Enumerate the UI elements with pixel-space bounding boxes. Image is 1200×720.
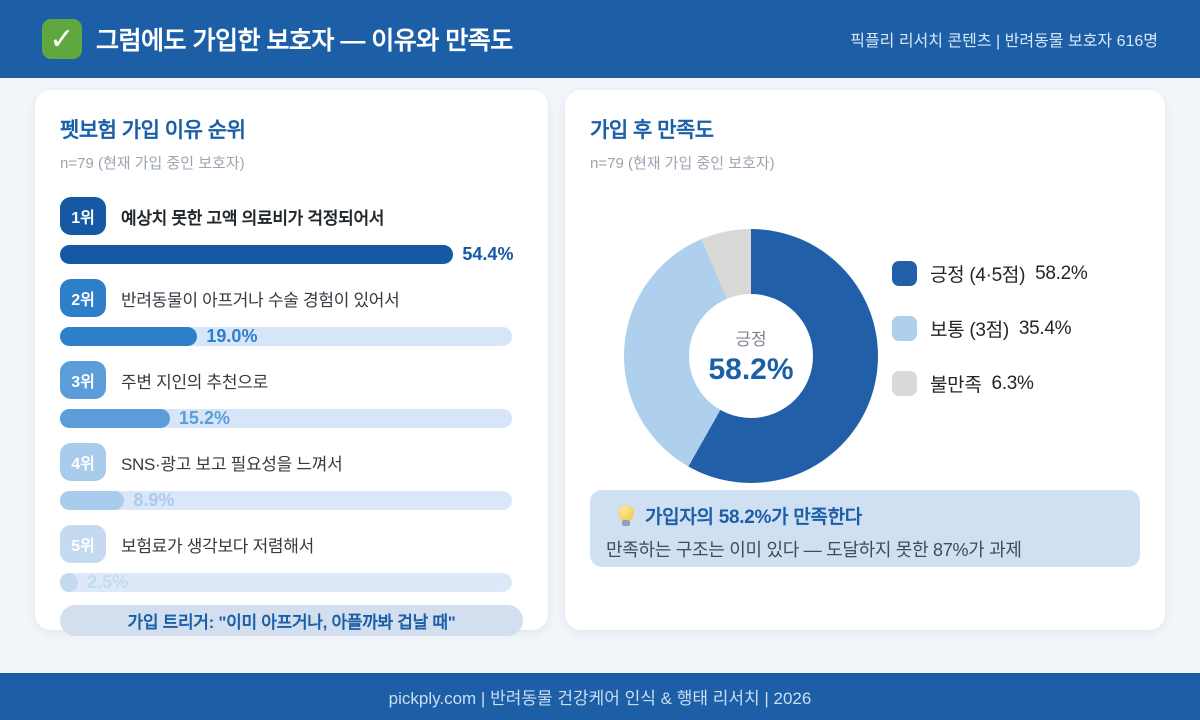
donut-center: 긍정 58.2% [689,294,813,418]
legend-swatch [892,316,917,341]
rank-badge: 1위 [60,197,106,235]
legend-value: 35.4% [1018,317,1072,339]
insight-callout: 가입자의 58.2%가 만족한다 만족하는 구조는 이미 있다 — 도달하지 못… [590,490,1140,567]
header-meta: 픽플리 리서치 콘텐츠 | 반려동물 보호자 616명 [850,33,1158,50]
satisfaction-donut-chart: 긍정 58.2% [624,229,878,483]
bar-fill [60,491,125,510]
content-area: 펫보험 가입 이유 순위 n=79 (현재 가입 중인 보호자) 1위 예상치 … [0,78,1200,636]
bar-fill [60,573,79,592]
bar-value: 2.5% [87,572,129,592]
check-icon: ✓ [42,19,82,59]
rank-item-3: 3위 주변 지인의 추천으로 15.2% [60,361,523,428]
legend-swatch [892,371,917,396]
legend-label: 보통 (3점) [930,320,1009,341]
rank-badge: 3위 [60,361,106,399]
rank-badge: 4위 [60,443,106,481]
bar-fill [60,409,170,428]
bar-value: 15.2% [178,408,230,428]
header-left: ✓ 그럼에도 가입한 보호자 — 이유와 만족도 [42,19,513,59]
legend-row-positive: 긍정 (4·5점) 58.2% [892,260,1088,287]
insurance-reason-card: 펫보험 가입 이유 순위 n=79 (현재 가입 중인 보호자) 1위 예상치 … [35,90,548,636]
rank-list: 1위 예상치 못한 고액 의료비가 걱정되어서 54.4% 2위 반려동물이 아… [60,197,523,592]
rank-badge: 5위 [60,525,106,563]
rank-label: 예상치 못한 고액 의료비가 걱정되어서 [121,208,385,228]
rank-label: 주변 지인의 추천으로 [121,372,268,392]
trigger-note: 가입 트리거: "이미 아프거나, 아플까봐 겁날 때" [60,605,523,636]
bar-fill [60,327,198,346]
legend-label: 불만족 [930,375,982,396]
rank-item-5: 5위 보험료가 생각보다 저렴해서 2.5% [60,525,523,592]
legend-label: 긍정 (4·5점) [930,265,1026,286]
rank-bar: 19.0% [60,326,523,346]
footer-text: pickply.com | 반려동물 건강케어 인식 & 행태 리서치 | 20… [388,689,812,708]
left-card-title: 펫보험 가입 이유 순위 [60,119,246,142]
rank-bar: 8.9% [60,490,523,510]
legend-row-negative: 불만족 6.3% [892,370,1088,397]
rank-item-1: 1위 예상치 못한 고액 의료비가 걱정되어서 54.4% [60,197,523,264]
footer-bar: pickply.com | 반려동물 건강케어 인식 & 행태 리서치 | 20… [0,673,1200,720]
legend-value: 58.2% [1035,262,1088,284]
rank-item-4: 4위 SNS·광고 보고 필요성을 느껴서 8.9% [60,443,523,510]
rank-label: SNS·광고 보고 필요성을 느껴서 [121,454,343,474]
donut-center-value: 58.2% [708,353,794,386]
bar-value: 8.9% [133,490,175,510]
legend-row-neutral: 보통 (3점) 35.4% [892,315,1088,342]
right-card-title: 가입 후 만족도 [590,119,714,142]
satisfaction-card: 가입 후 만족도 n=79 (현재 가입 중인 보호자) 긍정 58.2% 긍정… [565,90,1165,630]
callout-title: 가입자의 58.2%가 만족한다 [645,507,862,528]
bar-value: 54.4% [462,244,514,264]
legend-value: 6.3% [991,372,1034,394]
rank-label: 보험료가 생각보다 저렴해서 [121,536,314,556]
bar-fill [60,245,454,264]
rank-bar: 54.4% [60,244,523,264]
rank-bar: 15.2% [60,408,523,428]
donut-legend: 긍정 (4·5점) 58.2% 보통 (3점) 35.4% 불만족 6.3% [892,260,1088,425]
rank-label: 반려동물이 아프거나 수술 경험이 있어서 [121,290,400,310]
rank-item-2: 2위 반려동물이 아프거나 수술 경험이 있어서 19.0% [60,279,523,346]
rank-badge: 2위 [60,279,106,317]
bar-value: 19.0% [206,326,258,346]
left-card-sample-note: n=79 (현재 가입 중인 보호자) [60,155,245,172]
legend-swatch [892,261,917,286]
rank-bar: 2.5% [60,572,523,592]
lightbulb-icon [618,504,635,527]
page-title: 그럼에도 가입한 보호자 — 이유와 만족도 [96,27,513,55]
donut-center-label: 긍정 [735,330,767,349]
right-card-sample-note: n=79 (현재 가입 중인 보호자) [590,155,775,172]
callout-description: 만족하는 구조는 이미 있다 — 도달하지 못한 87%가 과제 [606,540,1022,560]
header-bar: ✓ 그럼에도 가입한 보호자 — 이유와 만족도 픽플리 리서치 콘텐츠 | 반… [0,0,1200,78]
